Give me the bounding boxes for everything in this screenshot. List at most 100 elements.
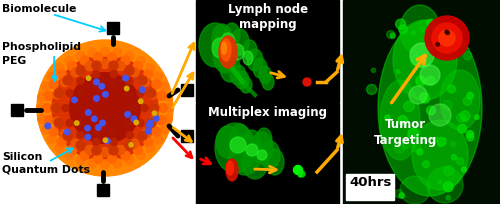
Circle shape — [48, 72, 56, 81]
Circle shape — [257, 150, 267, 160]
Ellipse shape — [240, 77, 252, 93]
Ellipse shape — [259, 66, 271, 84]
Circle shape — [460, 111, 470, 121]
Circle shape — [65, 57, 74, 66]
Text: Lymph node
mapping: Lymph node mapping — [228, 3, 308, 31]
Ellipse shape — [222, 42, 226, 54]
Ellipse shape — [298, 167, 302, 177]
Circle shape — [448, 40, 459, 51]
Text: Tumor
Targeting: Tumor Targeting — [374, 118, 436, 147]
Circle shape — [138, 76, 147, 85]
Ellipse shape — [262, 74, 274, 90]
Ellipse shape — [232, 44, 244, 60]
Circle shape — [246, 144, 258, 156]
Circle shape — [152, 127, 161, 136]
Circle shape — [452, 155, 456, 160]
Circle shape — [136, 57, 145, 66]
Circle shape — [154, 135, 162, 144]
Circle shape — [422, 161, 430, 168]
Ellipse shape — [247, 49, 263, 71]
Circle shape — [148, 117, 157, 126]
Circle shape — [420, 65, 440, 85]
Circle shape — [92, 146, 101, 155]
Circle shape — [125, 51, 134, 60]
Circle shape — [467, 92, 473, 99]
Text: Quantum Dots: Quantum Dots — [2, 165, 90, 175]
Circle shape — [456, 113, 465, 122]
Circle shape — [134, 145, 142, 154]
Circle shape — [398, 25, 407, 34]
Circle shape — [109, 61, 118, 70]
Ellipse shape — [215, 123, 255, 173]
Circle shape — [73, 104, 80, 112]
Circle shape — [157, 91, 166, 100]
Circle shape — [116, 145, 125, 154]
Circle shape — [425, 16, 469, 60]
Circle shape — [85, 145, 94, 154]
Circle shape — [146, 143, 155, 152]
Circle shape — [54, 89, 64, 98]
Ellipse shape — [427, 167, 463, 203]
Circle shape — [85, 134, 90, 140]
Circle shape — [404, 101, 414, 112]
Ellipse shape — [230, 65, 246, 85]
Ellipse shape — [220, 54, 240, 82]
Circle shape — [436, 43, 440, 46]
Ellipse shape — [400, 176, 430, 204]
Circle shape — [52, 55, 158, 161]
Ellipse shape — [412, 120, 468, 190]
Circle shape — [92, 138, 100, 145]
Circle shape — [146, 89, 156, 98]
Ellipse shape — [221, 39, 231, 61]
Circle shape — [92, 116, 97, 122]
Circle shape — [96, 125, 101, 130]
Circle shape — [462, 167, 466, 172]
Bar — [343, 0, 500, 204]
Ellipse shape — [235, 71, 249, 89]
Circle shape — [52, 103, 60, 112]
Circle shape — [402, 141, 410, 149]
Circle shape — [134, 61, 142, 71]
Circle shape — [137, 89, 144, 96]
Circle shape — [138, 99, 143, 103]
Circle shape — [154, 116, 159, 121]
Ellipse shape — [231, 29, 249, 55]
Circle shape — [48, 135, 56, 144]
Circle shape — [466, 134, 474, 141]
Circle shape — [148, 90, 157, 99]
Circle shape — [416, 76, 426, 86]
Circle shape — [94, 79, 100, 85]
Circle shape — [394, 190, 403, 198]
Circle shape — [42, 82, 50, 91]
Ellipse shape — [243, 130, 261, 156]
Circle shape — [146, 128, 151, 134]
Circle shape — [57, 137, 66, 146]
Circle shape — [80, 56, 89, 65]
Circle shape — [426, 106, 436, 115]
Circle shape — [440, 50, 446, 56]
Circle shape — [100, 120, 105, 126]
Circle shape — [103, 138, 108, 142]
Circle shape — [94, 154, 102, 163]
Ellipse shape — [256, 128, 272, 152]
Ellipse shape — [440, 70, 480, 130]
Circle shape — [92, 128, 100, 135]
Circle shape — [36, 103, 46, 112]
Circle shape — [50, 103, 59, 112]
Circle shape — [160, 82, 168, 91]
Circle shape — [148, 120, 153, 126]
Circle shape — [446, 31, 450, 35]
Circle shape — [49, 80, 58, 89]
Circle shape — [126, 132, 133, 139]
Circle shape — [140, 87, 145, 93]
Circle shape — [412, 143, 421, 152]
Circle shape — [390, 33, 396, 38]
Ellipse shape — [216, 126, 240, 158]
Circle shape — [42, 125, 50, 134]
Circle shape — [426, 76, 436, 85]
Circle shape — [412, 31, 416, 35]
Circle shape — [92, 61, 101, 70]
Circle shape — [146, 123, 152, 128]
Circle shape — [77, 77, 84, 84]
Circle shape — [64, 129, 70, 135]
